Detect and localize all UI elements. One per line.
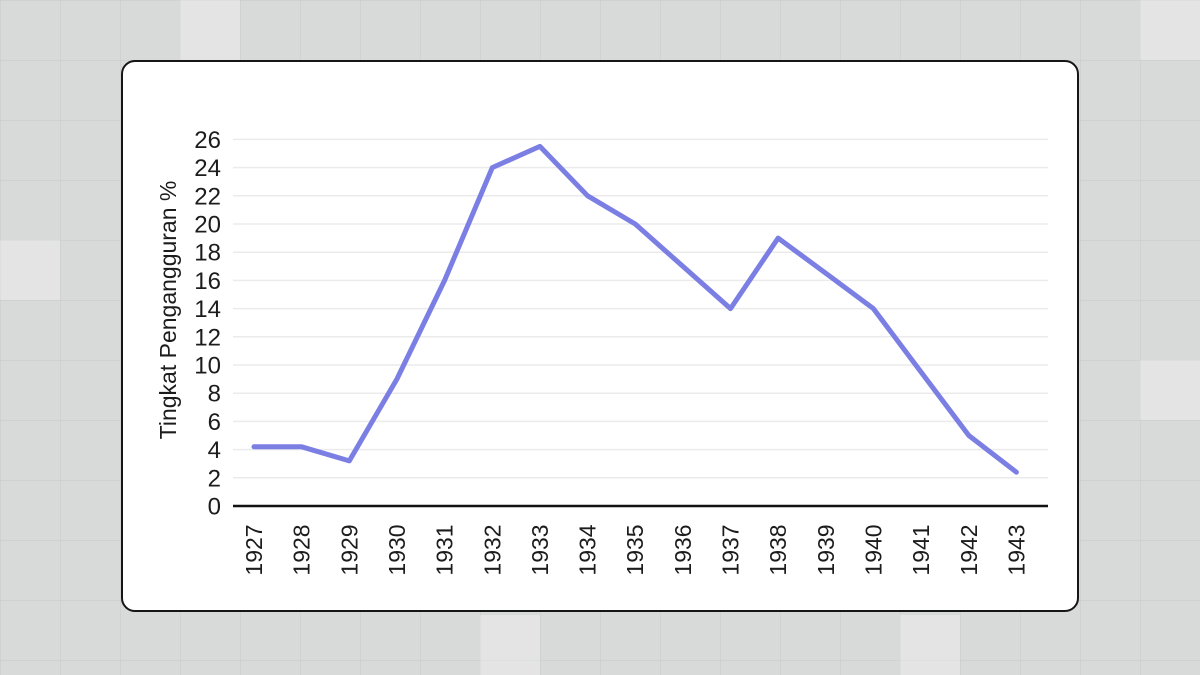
x-tick-label: 1936 [670, 524, 696, 575]
x-tick-label: 1938 [765, 524, 791, 575]
x-tick-label: 1942 [956, 524, 982, 575]
x-tick-label: 1934 [575, 524, 601, 575]
y-tick-label: 18 [194, 240, 221, 267]
x-tick-label: 1935 [622, 524, 648, 575]
y-tick-label: 20 [194, 212, 221, 239]
x-tick-label: 1943 [1003, 524, 1029, 575]
y-tick-label: 14 [194, 296, 221, 323]
y-tick-label: 22 [194, 183, 221, 210]
background-grid-cell [1140, 0, 1200, 60]
x-tick-label: 1939 [813, 524, 839, 575]
chart-card: 0 2 4 6 8 10 12 14 16 18 20 22 24 26 1927 1928 1929 1930 1… [121, 60, 1079, 612]
background-grid-cell [900, 615, 960, 675]
y-tick-label: 12 [194, 324, 221, 351]
y-tick-label: 10 [194, 353, 221, 380]
x-tick-label: 1940 [860, 524, 886, 575]
y-tick-label: 26 [194, 127, 221, 154]
x-tick-label: 1931 [432, 524, 458, 575]
y-axis-title: Tingkat Pengangguran % [155, 181, 181, 440]
x-tick-label: 1932 [479, 524, 505, 575]
y-tick-label: 24 [194, 155, 221, 182]
x-tick-label: 1933 [527, 524, 553, 575]
y-tick-label: 2 [208, 465, 221, 492]
data-line-tingkat-pengangguran- [251, 143, 1019, 475]
background-grid-cell [1140, 360, 1200, 420]
x-tick-label: 1927 [241, 524, 267, 575]
background-grid-cell [0, 240, 60, 300]
x-tick-label: 1937 [718, 524, 744, 575]
y-tick-label: 8 [208, 381, 221, 408]
y-tick-label: 16 [194, 268, 221, 295]
x-tick-label: 1930 [384, 524, 410, 575]
background-grid-cell [180, 0, 240, 60]
x-tick-label: 1929 [336, 524, 362, 575]
background-grid-cell [480, 615, 540, 675]
y-tick-label: 6 [208, 409, 221, 436]
y-tick-label: 4 [208, 437, 221, 464]
y-tick-label: 0 [208, 494, 221, 521]
x-tick-label: 1928 [289, 524, 315, 575]
x-tick-label: 1941 [908, 524, 934, 575]
